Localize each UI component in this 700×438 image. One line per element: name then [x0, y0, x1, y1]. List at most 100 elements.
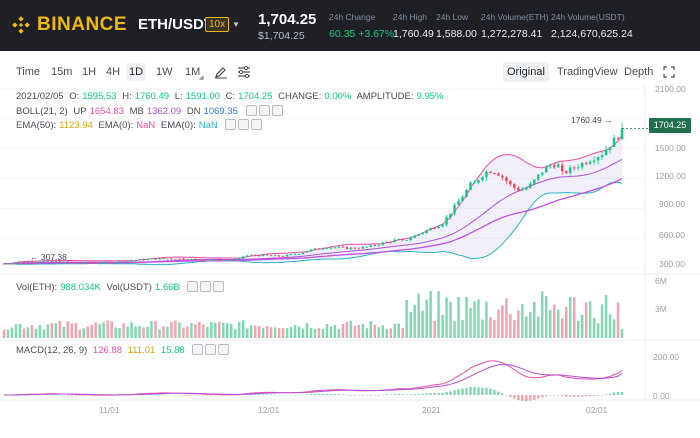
macd-hist-bar [301, 394, 305, 396]
candle-body [317, 248, 321, 250]
volume-bar [541, 291, 544, 338]
y-tick: 600.00 [659, 230, 685, 240]
macd-hist-bar [206, 395, 209, 396]
volume-bar [405, 300, 408, 338]
candle-body [453, 205, 456, 214]
candle-body [564, 171, 568, 173]
macd-hist-bar [568, 395, 572, 397]
candle-body [50, 260, 54, 262]
volume-bar [592, 317, 596, 338]
candle-body [42, 261, 46, 262]
candle-body [505, 177, 508, 182]
volume-bar [126, 326, 129, 338]
settings-icon[interactable] [205, 344, 217, 355]
brand-name: BINANCE [37, 14, 128, 35]
macd-hist-bar [253, 394, 257, 395]
macd-hist-value: 15.88 [160, 345, 185, 356]
view-tradingview[interactable]: TradingView [557, 66, 618, 78]
interval-1d[interactable]: 1D [126, 63, 147, 81]
volume-bar [345, 321, 349, 338]
candle-body [6, 263, 10, 265]
macd-hist-bar [437, 392, 440, 395]
eye-icon[interactable] [225, 119, 237, 130]
interval-1w[interactable]: 1W [156, 66, 173, 78]
macd-hist-bar [313, 393, 317, 395]
macd-hist-bar [505, 395, 508, 396]
candle-body [533, 179, 536, 184]
interval-1m[interactable]: 1M [185, 66, 201, 78]
macd-hist-bar [361, 395, 365, 396]
volume-bar [568, 297, 572, 338]
volume-bar [477, 299, 480, 338]
eye-icon[interactable] [192, 344, 204, 355]
eye-icon[interactable] [187, 281, 199, 292]
settings-icon[interactable] [238, 119, 250, 130]
fullscreen-icon[interactable] [663, 66, 675, 78]
volume-bar [238, 322, 241, 338]
price-chart[interactable] [0, 84, 700, 438]
close-icon[interactable] [218, 344, 230, 355]
ema-legend: EMA(50): 1123.94 EMA(0): NaN EMA(0): NaN [16, 119, 263, 131]
volume-bar [202, 324, 205, 338]
chevron-down-icon[interactable]: ▼ [232, 20, 240, 29]
candle-body [433, 228, 436, 230]
volume-bar [198, 321, 201, 338]
volume-bar [337, 328, 341, 338]
close-value: 1704.25 [238, 91, 273, 102]
last-price: 1,704.25 [258, 11, 317, 28]
draw-icon[interactable] [214, 65, 228, 79]
candle-body [405, 240, 408, 241]
y-tick: 300.00 [659, 259, 685, 269]
indicator-settings-icon[interactable] [237, 65, 251, 79]
macd-hist-bar [341, 394, 345, 395]
ticker-header: BINANCE ETH/USDT 10x ▼ 1,704.25 $1,704.2… [0, 0, 700, 51]
macd-hist-bar [194, 395, 197, 396]
volume-bar [461, 319, 464, 338]
chevron-down-icon[interactable]: ◢ [199, 75, 204, 81]
macd-hist-bar [82, 395, 85, 396]
eye-icon[interactable] [245, 105, 257, 116]
stat-24h-volume-usdt: 24h Volume(USDT) 2,124,670,625.24 [551, 12, 633, 40]
view-depth[interactable]: Depth [624, 66, 654, 78]
view-original[interactable]: Original [503, 62, 549, 82]
candle-body [297, 253, 301, 255]
close-icon[interactable] [213, 281, 225, 292]
volume-bar [142, 327, 145, 338]
macd-hist-bar [588, 395, 592, 397]
settings-icon[interactable] [258, 105, 270, 116]
volume-bar [78, 329, 81, 338]
volume-bar [369, 321, 373, 338]
candle-body [230, 260, 233, 261]
candle-body [261, 254, 265, 257]
volume-bar [473, 301, 476, 338]
interval-1h[interactable]: 1H [82, 66, 97, 78]
macd-hist-bar [584, 395, 588, 397]
interval-time[interactable]: Time [16, 66, 41, 78]
macd-hist-bar [405, 394, 408, 395]
trading-pair[interactable]: ETH/USDT [138, 16, 213, 33]
candle-body [389, 241, 392, 243]
macd-label: MACD(12, 26, 9) [16, 345, 88, 356]
macd-hist-bar [70, 395, 74, 396]
macd-hist-bar [493, 390, 496, 395]
settings-icon[interactable] [200, 281, 212, 292]
macd-hist-bar [317, 393, 321, 395]
candle-body [158, 258, 161, 260]
bar-date: 2021/02/05 [16, 91, 64, 102]
close-icon[interactable] [271, 105, 283, 116]
volume-bar [210, 322, 213, 338]
volume-bar [572, 297, 576, 338]
volume-bar [465, 296, 468, 338]
macd-hist-bar [453, 390, 456, 395]
interval-4h[interactable]: 4H [106, 66, 121, 78]
candle-body [190, 259, 193, 260]
volume-bar [552, 304, 556, 338]
volume-bar [182, 327, 185, 338]
leverage-badge[interactable]: 10x [205, 17, 230, 32]
volume-bar [94, 322, 97, 338]
close-icon[interactable] [251, 119, 263, 130]
interval-15m[interactable]: 15m [51, 66, 73, 78]
y-tick: 6M [655, 276, 667, 286]
binance-logo[interactable]: BINANCE [10, 13, 127, 37]
candle-body [154, 258, 157, 260]
